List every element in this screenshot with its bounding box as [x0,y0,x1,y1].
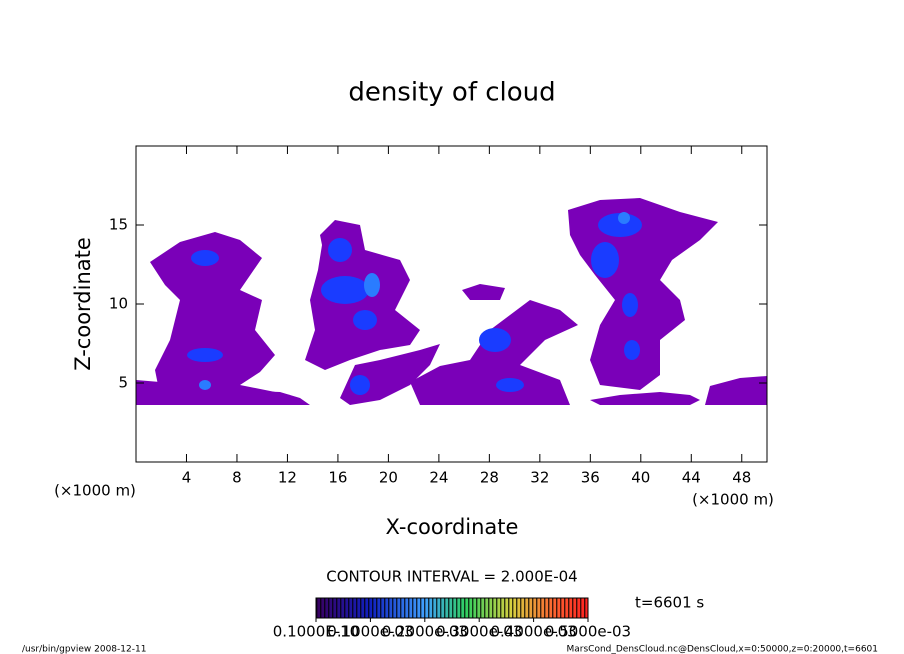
y-tick-label: 15 [109,216,128,234]
colorbar-tick-label: 0.1000E-10 [273,623,359,641]
x-tick-label: 36 [581,469,600,487]
time-label: t=6601 s [635,594,704,612]
x-tick-label: 24 [429,469,448,487]
colorbar-tick-label: 0.1000e-03 [327,623,413,641]
x-tick-label: 4 [182,469,192,487]
footer-right: MarsCond_DensCloud.nc@DensCloud,x=0:5000… [567,645,879,654]
contour-interval: CONTOUR INTERVAL = 2.000E-04 [326,568,577,586]
x-tick-label: 32 [530,469,549,487]
x-tick-label: 8 [232,469,242,487]
colorbar-tick-label: 0.2000e-03 [382,623,468,641]
y-tick-label: 5 [118,374,128,392]
x-tick-label: 20 [379,469,398,487]
y-unit: (×1000 m) [54,482,136,500]
y-tick-label: 10 [109,295,128,313]
x-unit: (×1000 m) [692,491,774,509]
contour-field [136,198,767,405]
colorbar-stripes [315,597,589,619]
colorbar-tick-label: 0.4000e-03 [490,623,576,641]
footer-left: /usr/bin/gpview 2008-12-11 [22,645,146,654]
colorbar-tick-label: 0.3000e-03 [436,623,522,641]
x-tick-label: 16 [328,469,347,487]
chart-title: density of cloud [348,78,555,108]
x-tick-label: 12 [278,469,297,487]
x-tick-label: 40 [631,469,650,487]
x-axis-label: X-coordinate [386,515,519,539]
x-tick-label: 48 [732,469,751,487]
y-axis-label: Z-coordinate [71,237,95,371]
x-tick-label: 44 [682,469,701,487]
x-tick-label: 28 [480,469,499,487]
colorbar-tick-label: 0.5000e-03 [545,623,631,641]
